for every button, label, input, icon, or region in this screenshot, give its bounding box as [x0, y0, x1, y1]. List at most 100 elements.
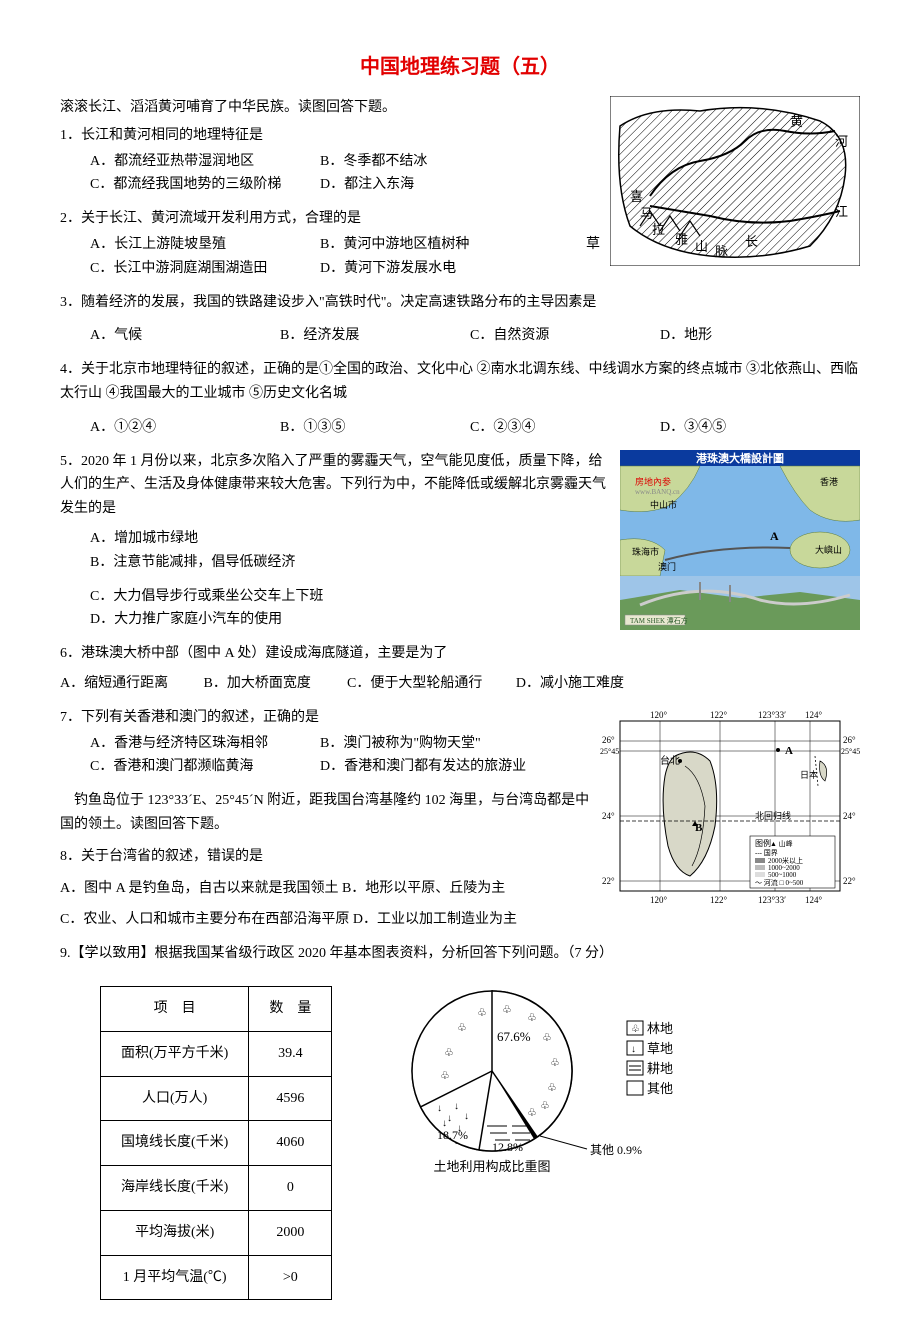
- svg-text:草地: 草地: [647, 1041, 673, 1056]
- svg-text:港珠澳大橋設計圖: 港珠澳大橋設計圖: [696, 451, 784, 465]
- q7-opt-b: B．澳门被称为"购物天堂": [320, 732, 481, 756]
- svg-text:♧: ♧: [631, 1024, 640, 1035]
- question-6: 6．港珠澳大桥中部（图中 A 处）建设成海底隧道，主要是为了 A．缩短通行距离 …: [60, 642, 860, 696]
- svg-text:♧: ♧: [444, 1047, 454, 1059]
- svg-text:A: A: [785, 745, 793, 757]
- svg-text:河: 河: [835, 134, 848, 149]
- svg-text:123°33′: 123°33′: [758, 710, 786, 720]
- svg-text:土地利用构成比重图: 土地利用构成比重图: [434, 1159, 551, 1174]
- q8-opt-c: C．农业、人口和城市主要分布在西部沿海平原: [60, 912, 349, 927]
- svg-text:～ 河流 □ 0~500: ～ 河流 □ 0~500: [755, 878, 804, 887]
- svg-text:67.6%: 67.6%: [497, 1029, 531, 1044]
- question-4: 4．关于北京市地理特征的叙述，正确的是①全国的政治、文化中心 ②南水北调东线、中…: [60, 358, 860, 439]
- q6-opt-d: D．减小施工难度: [516, 672, 626, 696]
- svg-text:A: A: [770, 529, 779, 543]
- q9-stem: 9.【学以致用】根据我国某省级行政区 2020 年基本图表资料，分析回答下列问题…: [60, 942, 860, 966]
- svg-text:18.7%: 18.7%: [437, 1128, 468, 1142]
- question-9: 9.【学以致用】根据我国某省级行政区 2020 年基本图表资料，分析回答下列问题…: [60, 942, 860, 966]
- q7-opt-d: D．香港和澳门都有发达的旅游业: [320, 755, 526, 779]
- svg-text:喜: 喜: [630, 189, 643, 204]
- svg-text:26°: 26°: [843, 735, 856, 745]
- q6-opt-c: C．便于大型轮船通行: [347, 672, 482, 696]
- map-taiwan: 北回归线 台北 B A 日本 图例 ▲ 山峰 --- 国界 2000米以上 10…: [600, 706, 860, 906]
- q5-opt-a: A．增加城市绿地: [90, 527, 350, 551]
- q5-opt-b: B．注意节能减排，倡导低碳经济: [90, 551, 295, 575]
- svg-text:♧: ♧: [477, 1007, 487, 1019]
- svg-text:图例: 图例: [755, 838, 771, 848]
- q4-opt-a: A．①②④: [90, 416, 250, 440]
- svg-text:拉: 拉: [652, 222, 665, 237]
- svg-text:山: 山: [695, 239, 708, 254]
- q8-opt-b: B．地形以平原、丘陵为主: [342, 881, 505, 896]
- svg-text:雅: 雅: [675, 232, 688, 247]
- svg-text:其他 0.9%: 其他 0.9%: [590, 1143, 642, 1157]
- svg-text:24°: 24°: [843, 811, 856, 821]
- svg-text:22°: 22°: [843, 876, 856, 886]
- svg-text:林地: 林地: [647, 1021, 673, 1036]
- q4-opt-c: C．②③④: [470, 416, 630, 440]
- table-row: 国境线长度(千米)4060: [101, 1121, 332, 1166]
- data-table: 项 目数 量 面积(万平方千米)39.4 人口(万人)4596 国境线长度(千米…: [100, 986, 332, 1301]
- q7-opt-c: C．香港和澳门都濒临黄海: [90, 755, 290, 779]
- q2-opt-a: A．长江上游陡坡垦殖: [90, 233, 290, 257]
- q3-opt-b: B．经济发展: [280, 324, 440, 348]
- q6-opt-a: A．缩短通行距离: [60, 672, 170, 696]
- map-rivers: 黄 河 喜 马 拉 雅 山 脉 长 江: [610, 96, 860, 266]
- svg-text:TAM SHEK 潭石方: TAM SHEK 潭石方: [630, 616, 688, 625]
- svg-text:房地內参: 房地內参: [635, 476, 671, 487]
- th-qty: 数 量: [249, 986, 332, 1031]
- q3-opt-a: A．气候: [90, 324, 250, 348]
- table-row: 1 月平均气温(℃)>0: [101, 1255, 332, 1300]
- q4-stem: 4．关于北京市地理特征的叙述，正确的是①全国的政治、文化中心 ②南水北调东线、中…: [60, 358, 860, 406]
- svg-text:↓: ↓: [464, 1111, 469, 1122]
- q2-opt-b: B．黄河中游地区植树种: [320, 233, 520, 257]
- svg-text:124°: 124°: [805, 895, 823, 905]
- svg-text:26°: 26°: [602, 735, 615, 745]
- label-huang: 黄: [790, 114, 803, 129]
- q1-opt-d: D．都注入东海: [320, 173, 430, 197]
- q7-opt-a: A．香港与经济特区珠海相邻: [90, 732, 290, 756]
- svg-text:↓: ↓: [437, 1103, 442, 1114]
- q6-opt-b: B．加大桥面宽度: [204, 672, 314, 696]
- map-bridge: 港珠澳大橋設計圖 房地內参 www.BANQ.cn 中山市 珠海市 澳门 香港 …: [620, 450, 860, 630]
- svg-text:▲ 山峰: ▲ 山峰: [770, 839, 793, 848]
- svg-text:台北: 台北: [660, 754, 680, 767]
- svg-text:122°: 122°: [710, 895, 728, 905]
- q1-opt-b: B．冬季都不结冰: [320, 150, 430, 174]
- svg-text:大嶼山: 大嶼山: [815, 544, 842, 555]
- svg-text:124°: 124°: [805, 710, 823, 720]
- svg-text:♧: ♧: [542, 1032, 552, 1044]
- table-row: 面积(万平方千米)39.4: [101, 1031, 332, 1076]
- svg-text:♧: ♧: [550, 1057, 560, 1069]
- svg-text:122°: 122°: [710, 710, 728, 720]
- svg-text:♧: ♧: [502, 1004, 512, 1016]
- table-row: 平均海拔(米)2000: [101, 1210, 332, 1255]
- svg-text:♧: ♧: [547, 1082, 557, 1094]
- svg-text:25°45′: 25°45′: [600, 747, 621, 756]
- q1-opt-c: C．都流经我国地势的三级阶梯: [90, 173, 290, 197]
- q3-stem: 3．随着经济的发展，我国的铁路建设步入"高铁时代"。决定高速铁路分布的主导因素是: [60, 291, 860, 315]
- svg-text:长: 长: [745, 234, 758, 249]
- q8-opt-a: A．图中 A 是钓鱼岛，自古以来就是我国领土: [60, 881, 338, 896]
- svg-text:25°45′: 25°45′: [841, 747, 860, 756]
- table-row: 项 目数 量: [101, 986, 332, 1031]
- svg-text:珠海市: 珠海市: [632, 546, 659, 557]
- svg-text:120°: 120°: [650, 895, 668, 905]
- q6-stem: 6．港珠澳大桥中部（图中 A 处）建设成海底隧道，主要是为了: [60, 642, 860, 666]
- svg-text:江: 江: [835, 204, 848, 219]
- q4-opt-b: B．①③⑤: [280, 416, 440, 440]
- th-item: 项 目: [101, 986, 249, 1031]
- svg-text:♧: ♧: [540, 1100, 550, 1112]
- table-row: 海岸线长度(千米)0: [101, 1166, 332, 1211]
- svg-text:--- 国界: --- 国界: [755, 849, 778, 857]
- svg-text:马: 马: [640, 206, 653, 221]
- svg-text:123°33′: 123°33′: [758, 895, 786, 905]
- pie-chart: ♧♧♧ ♧♧ ♧♧ ♧♧ ♧♧ 67.6% ↓↓ ↓↓ ↓↓ 18.7%: [372, 976, 860, 1185]
- q8-opt-d: D．工业以加工制造业为主: [353, 912, 517, 927]
- q4-opt-d: D．③④⑤: [660, 416, 820, 440]
- q5-opt-c: C．大力倡导步行或乘坐公交车上下班: [90, 585, 370, 609]
- svg-text:♧: ♧: [527, 1012, 537, 1024]
- svg-text:24°: 24°: [602, 811, 615, 821]
- q2-opt-c: C．长江中游洞庭湖围湖造田: [90, 257, 290, 281]
- q2-opt-d: D．黄河下游发展水电: [320, 257, 456, 281]
